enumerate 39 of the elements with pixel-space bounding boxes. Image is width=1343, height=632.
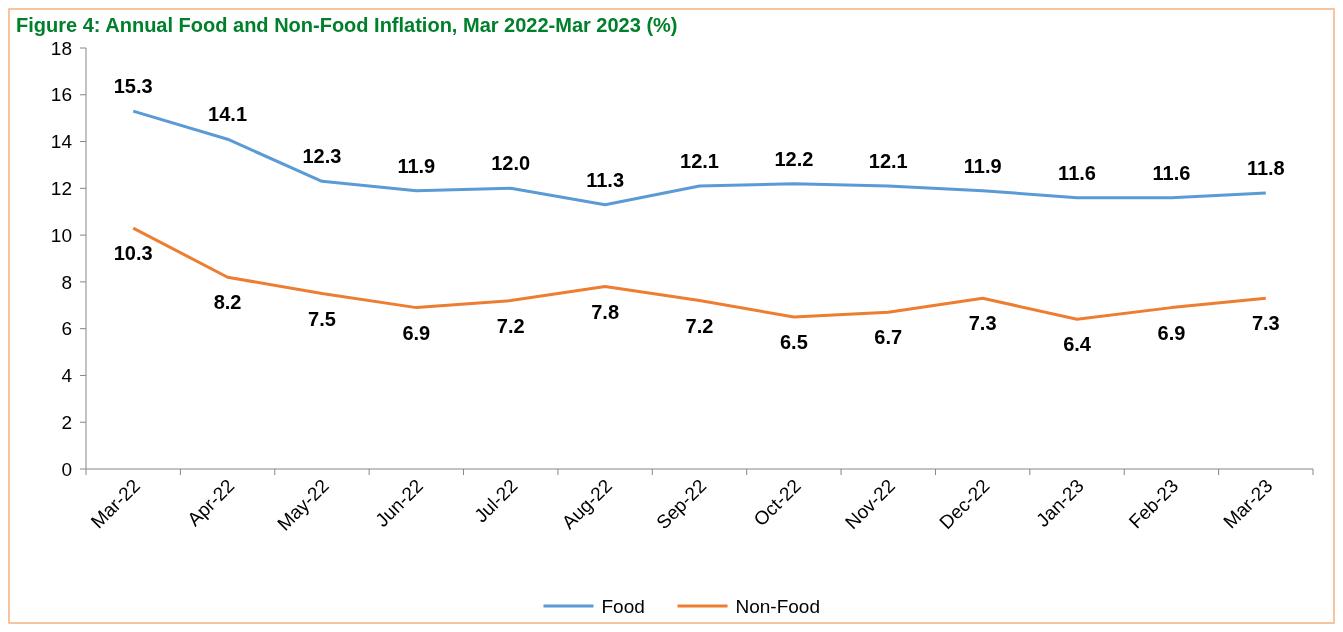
data-label: 11.6 [1152, 161, 1191, 184]
legend-label: Food [601, 595, 645, 617]
data-label: 6.9 [1157, 321, 1186, 344]
legend-label: Non-Food [735, 595, 820, 617]
y-tick-label: 10 [50, 224, 72, 246]
data-label: 6.9 [402, 321, 431, 344]
y-tick-label: 18 [50, 37, 72, 59]
data-label: 6.5 [779, 330, 808, 353]
data-label: 12.0 [491, 152, 531, 175]
data-label: 7.8 [591, 300, 620, 323]
data-label: 6.7 [874, 326, 903, 349]
data-label: 10.3 [113, 242, 153, 265]
y-tick-label: 4 [61, 365, 73, 387]
data-label: 6.4 [1063, 333, 1092, 356]
data-label: 11.8 [1246, 157, 1285, 180]
y-tick-label: 2 [61, 411, 72, 433]
y-tick-label: 16 [50, 84, 72, 106]
data-label: 11.9 [397, 154, 436, 177]
data-label: 7.5 [308, 307, 336, 330]
y-tick-label: 12 [50, 177, 72, 199]
data-label: 7.3 [1251, 312, 1280, 335]
data-label: 7.2 [685, 314, 714, 337]
y-tick-label: 0 [61, 458, 72, 480]
data-label: 7.2 [496, 314, 525, 337]
y-tick-label: 6 [61, 318, 72, 340]
data-label: 12.1 [680, 149, 719, 172]
data-label: 12.3 [302, 145, 342, 168]
data-label: 15.3 [113, 75, 153, 98]
y-tick-label: 8 [61, 271, 72, 293]
data-label: 8.2 [213, 291, 242, 314]
data-label: 7.3 [968, 312, 997, 335]
y-tick-label: 14 [50, 131, 73, 153]
chart-title: Figure 4: Annual Food and Non-Food Inflation, Mar 2022-Mar 2023 (%) [16, 14, 678, 36]
data-label: 11.6 [1058, 161, 1096, 184]
data-label: 12.1 [868, 149, 908, 172]
data-label: 11.9 [963, 154, 1002, 177]
data-label: 12.2 [774, 147, 814, 170]
data-label: 11.3 [586, 168, 625, 191]
data-label: 14.1 [208, 103, 248, 126]
